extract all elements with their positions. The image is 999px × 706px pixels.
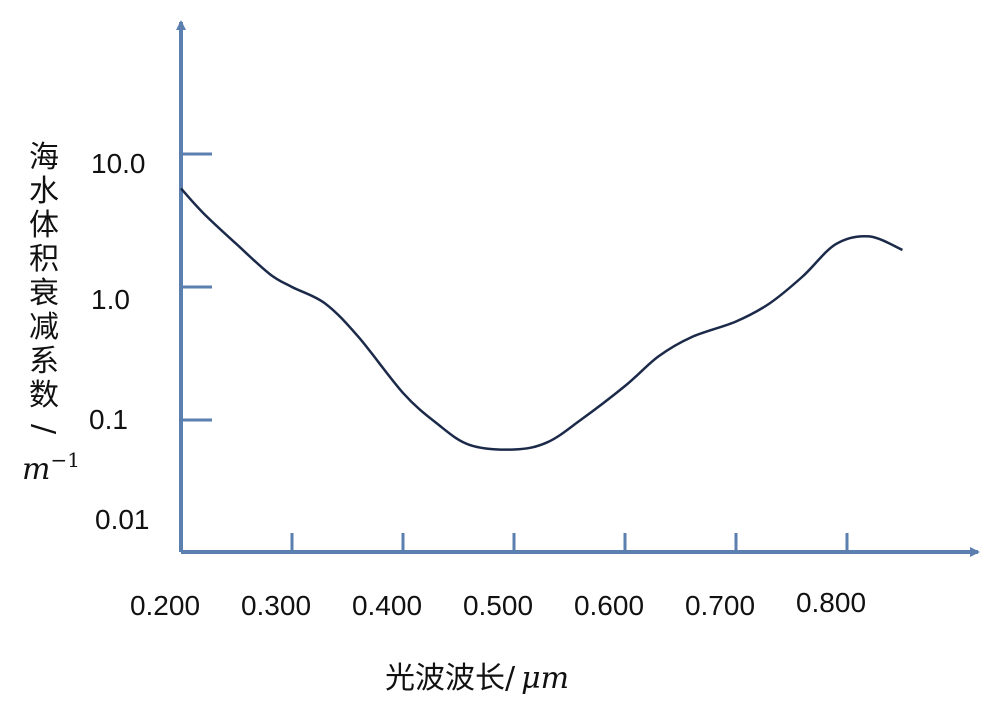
y-tick-label: 10.0	[91, 148, 146, 179]
y-tick-label: 1.0	[91, 284, 130, 315]
y-axis-title-char: 数	[29, 378, 59, 413]
x-tick-label: 0.700	[685, 590, 755, 621]
y-tick-label: 0.1	[89, 404, 128, 435]
y-axis-unit: m−1	[22, 448, 80, 487]
x-axis-title: 光波波长/μm	[385, 661, 569, 696]
y-axis-title-char: 系	[29, 344, 59, 379]
y-axis-title-char: 衰	[29, 276, 59, 311]
y-axis-title-char: 海	[29, 140, 59, 175]
x-tick-label: 0.400	[352, 590, 422, 621]
y-axis-title-char: 积	[29, 242, 59, 277]
x-tick-label: 0.200	[130, 590, 200, 621]
x-tick-label: 0.500	[463, 590, 533, 621]
y-axis-title-char: /	[26, 424, 61, 435]
y-axis-title-char: 体	[29, 208, 59, 243]
x-tick-label: 0.300	[241, 590, 311, 621]
x-tick-label: 0.600	[574, 590, 644, 621]
x-tick-label: 0.800	[796, 587, 866, 618]
y-axis-title-char: 减	[29, 310, 59, 345]
attenuation-curve	[180, 187, 903, 451]
y-tick-label: 0.01	[95, 504, 150, 535]
y-axis-title-char: 水	[29, 174, 59, 209]
